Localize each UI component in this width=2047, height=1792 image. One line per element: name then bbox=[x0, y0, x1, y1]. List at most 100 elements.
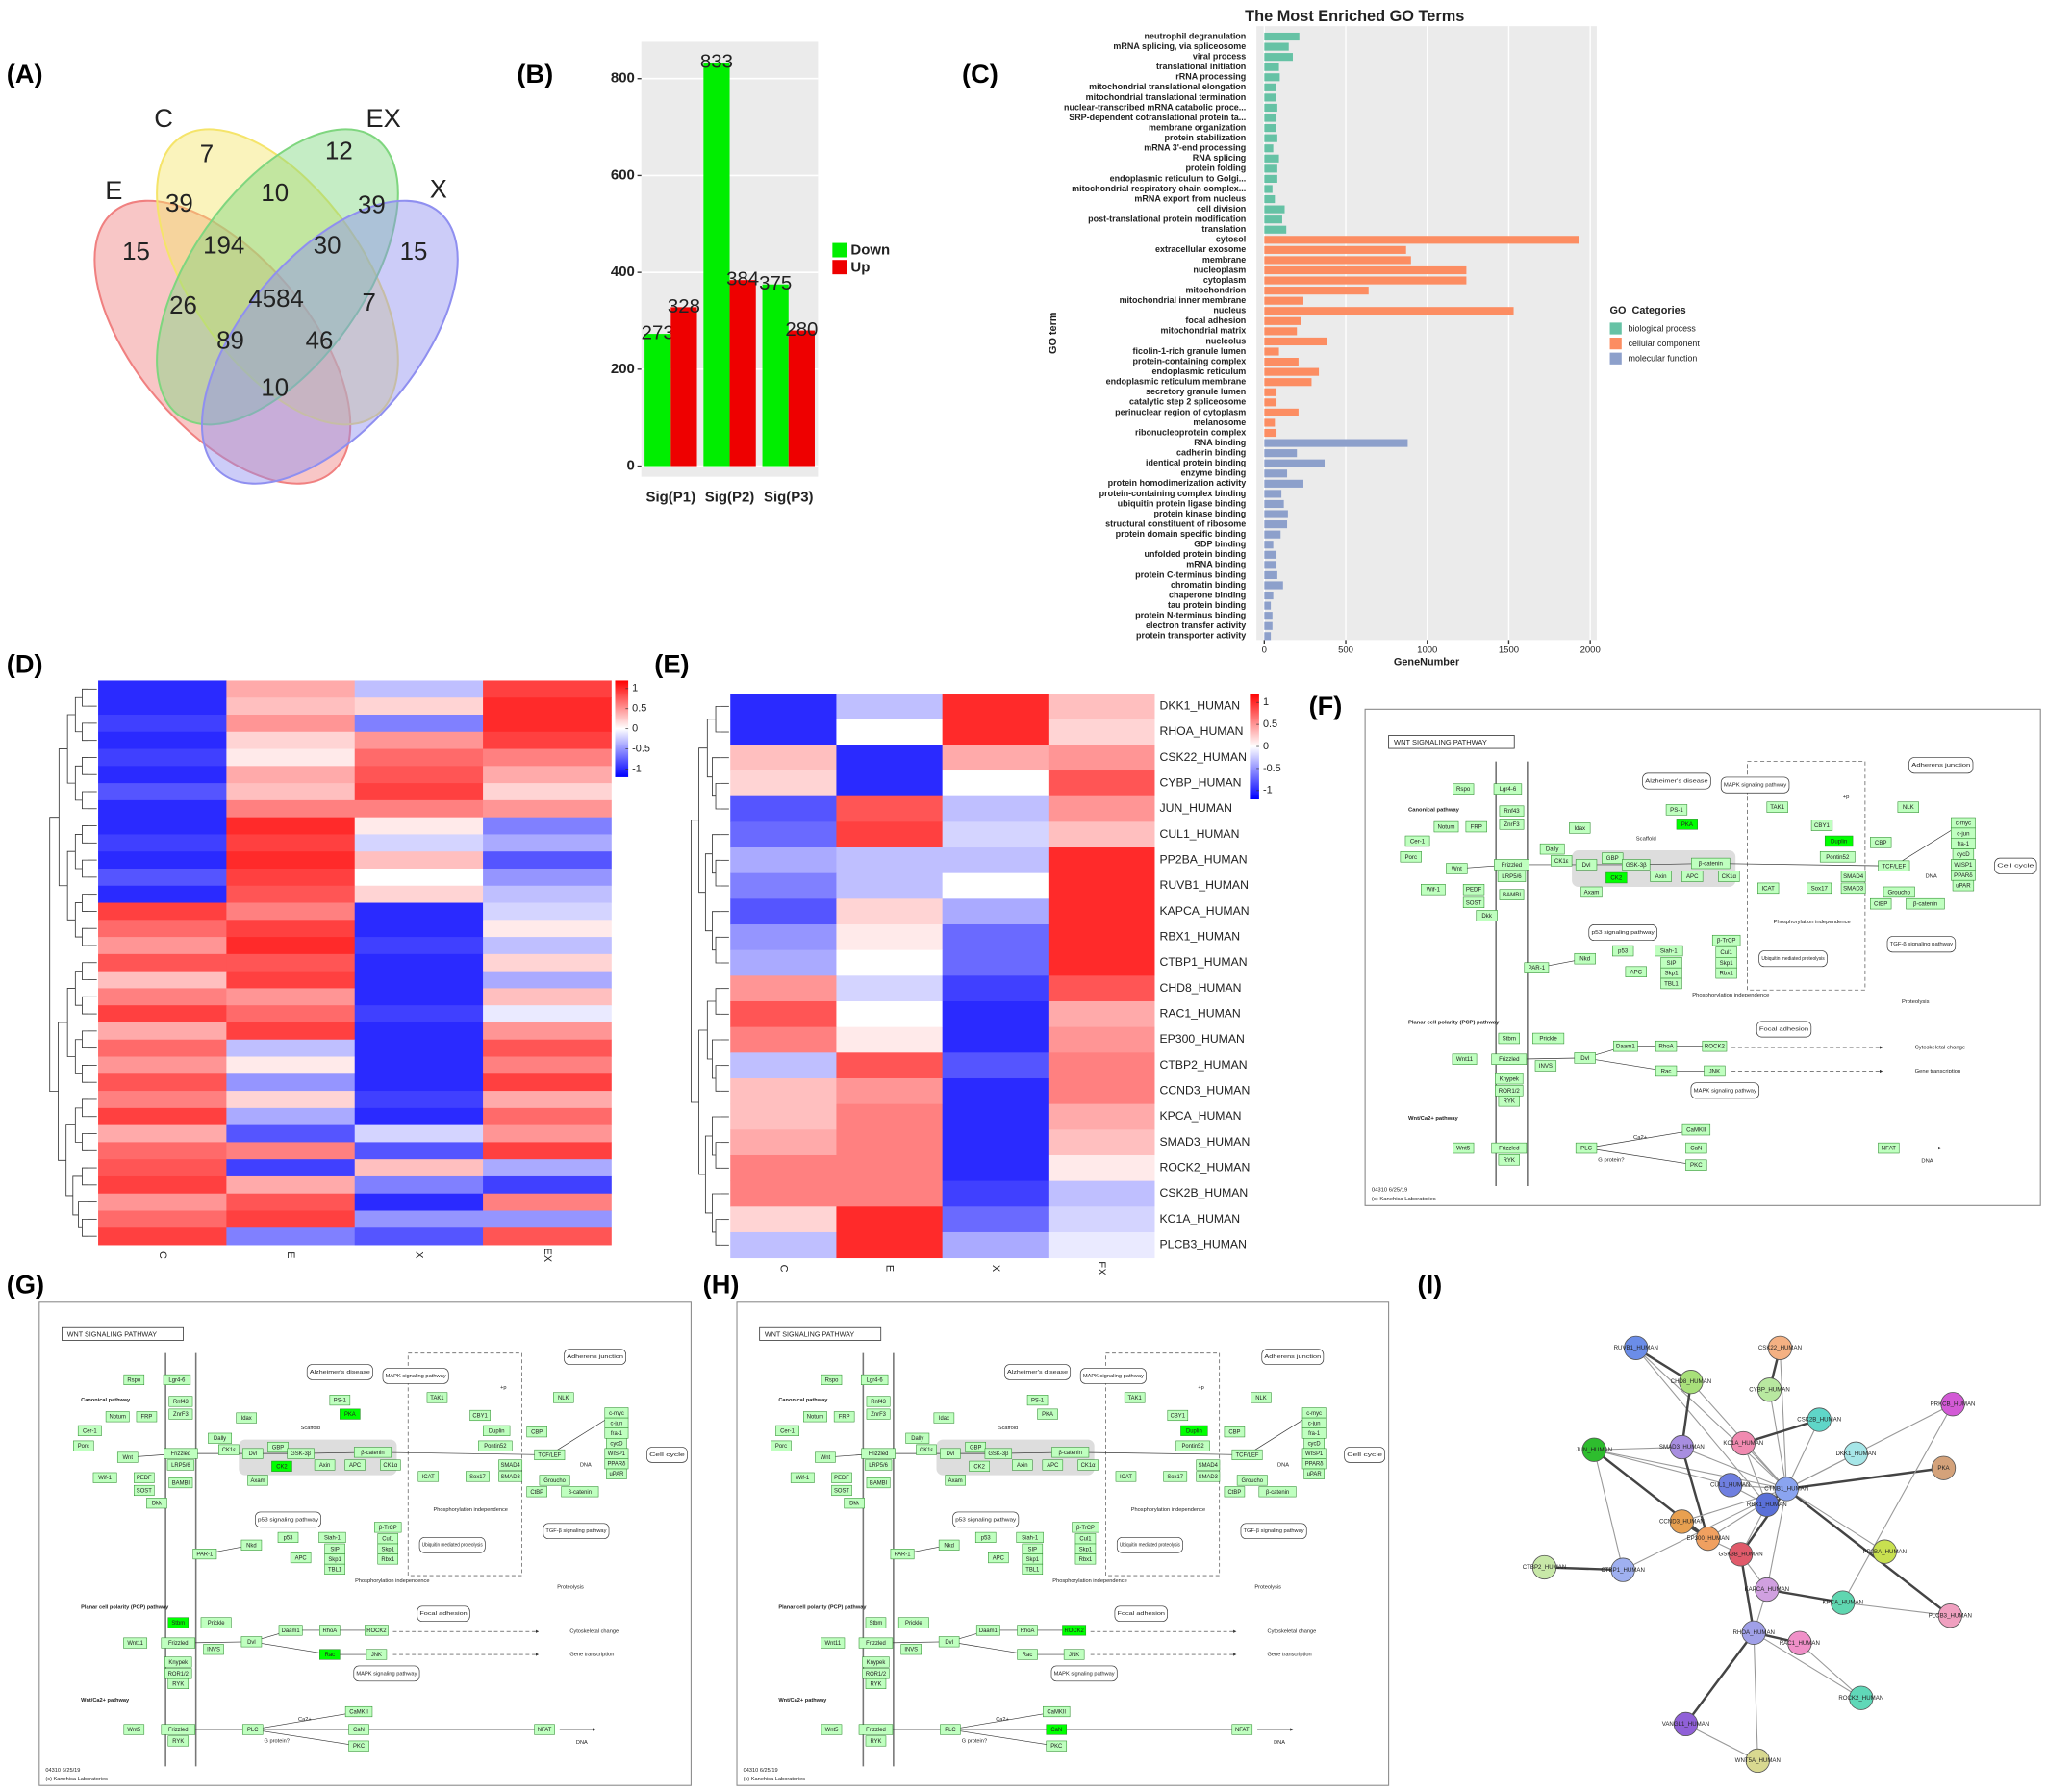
heat-cell bbox=[354, 697, 484, 716]
pathway-link-label: MAPK signaling pathway bbox=[386, 1374, 446, 1379]
heat-cell bbox=[1048, 924, 1155, 951]
gene-box bbox=[469, 1409, 491, 1422]
y-tick-label: protein C-terminus binding bbox=[1135, 569, 1246, 579]
pathway-note: Gene transcription bbox=[1915, 1069, 1961, 1074]
gene-box bbox=[865, 1678, 887, 1689]
heat-cell bbox=[836, 898, 944, 925]
gene-label: TBL1 bbox=[328, 1567, 341, 1573]
colorbar bbox=[1250, 694, 1259, 800]
y-tick-label: mitochondrial translational termination bbox=[1086, 92, 1247, 102]
y-tick-label: protein stabilization bbox=[1165, 133, 1247, 142]
x-tick-label: 0 bbox=[1262, 645, 1267, 656]
gene-label: Siah-1 bbox=[1022, 1535, 1038, 1541]
pathway-link bbox=[646, 1447, 688, 1463]
gene-label: ROR1/2 bbox=[866, 1672, 886, 1678]
y-tick-label: perinuclear region of cytoplasm bbox=[1115, 407, 1246, 416]
heat-cell bbox=[226, 715, 356, 733]
gene-box bbox=[1718, 871, 1740, 882]
network-node bbox=[1767, 1335, 1793, 1360]
heat-cell bbox=[354, 902, 484, 921]
y-tick-label: nucleolus bbox=[1205, 336, 1246, 345]
y-tick-label: endoplasmic reticulum to Golgi... bbox=[1110, 173, 1247, 183]
dendrogram bbox=[82, 1218, 88, 1237]
gene-box bbox=[606, 1468, 627, 1479]
gene-label: Skp1 bbox=[328, 1557, 341, 1563]
heat-cell bbox=[98, 937, 227, 955]
y-tick-label: neutrophil degranulation bbox=[1145, 31, 1247, 40]
gene-box bbox=[168, 1477, 193, 1489]
gene-label: NFAT bbox=[1882, 1146, 1896, 1152]
gene-label: RYK bbox=[172, 1739, 184, 1745]
bar bbox=[1264, 530, 1281, 539]
gene-label: RYK bbox=[1504, 1098, 1515, 1105]
gene-label: WISP1 bbox=[608, 1451, 625, 1457]
gene-box bbox=[92, 1472, 117, 1483]
gene-label: CBP bbox=[1228, 1430, 1240, 1436]
heat-cell bbox=[942, 1026, 1049, 1053]
gene-box bbox=[1046, 1724, 1068, 1735]
heat-cell bbox=[354, 988, 484, 1006]
dendrogram bbox=[715, 705, 721, 733]
gene-label: Wif-1 bbox=[98, 1476, 112, 1481]
gene-box bbox=[498, 1459, 523, 1471]
heat-cell bbox=[942, 821, 1049, 848]
gene-label: Prickle bbox=[1539, 1036, 1557, 1043]
heat-cell bbox=[354, 1193, 484, 1211]
gene-label: Wnt bbox=[1452, 866, 1462, 872]
network-edge bbox=[1681, 1447, 1709, 1539]
panel-label: (D) bbox=[7, 649, 43, 679]
heat-cell bbox=[354, 1159, 484, 1177]
heat-cell bbox=[483, 748, 612, 767]
pathway-note: Planar cell polarity (PCP) pathway bbox=[81, 1605, 169, 1611]
y-tick-label: cell division bbox=[1197, 204, 1246, 214]
pathway-link-label: MAPK signaling pathway bbox=[1054, 1671, 1115, 1677]
gene-label: JNK bbox=[1069, 1653, 1079, 1658]
gene-label: ZnrF3 bbox=[871, 1412, 886, 1418]
gene-label: CaN bbox=[1050, 1728, 1062, 1733]
gene-box bbox=[938, 1539, 960, 1551]
pathway-note: Wnt/Ca2+ pathway bbox=[1408, 1116, 1458, 1122]
bar bbox=[1264, 73, 1280, 82]
gene-box bbox=[1251, 1392, 1272, 1403]
network-label: PRKCB_HUMAN bbox=[1931, 1401, 1976, 1407]
heat-cell bbox=[1048, 1180, 1155, 1207]
bar bbox=[1264, 215, 1282, 224]
bar bbox=[1264, 124, 1276, 133]
heat-cell bbox=[354, 1005, 484, 1023]
gene-label: Skp1 bbox=[1665, 971, 1680, 977]
network-label: JUN_HUMAN bbox=[1576, 1447, 1612, 1453]
gene-label: ICAT bbox=[422, 1475, 435, 1480]
row-label: KAPCA_HUMAN bbox=[1160, 904, 1250, 918]
gene-box bbox=[539, 1475, 570, 1486]
dendrogram bbox=[72, 1175, 83, 1216]
pathway-edge bbox=[252, 1710, 360, 1730]
heat-cell bbox=[942, 1129, 1049, 1156]
bar bbox=[1264, 245, 1406, 254]
gene-label: Wif-1 bbox=[796, 1476, 809, 1481]
heat-cell bbox=[836, 795, 944, 822]
network-edge bbox=[1753, 1632, 1758, 1761]
gene-label: Prickle bbox=[208, 1621, 225, 1627]
pathway-link bbox=[1758, 950, 1828, 968]
row-label: JUN_HUMAN bbox=[1160, 801, 1232, 815]
gene-label: SMAD3 bbox=[500, 1475, 520, 1480]
pathway-note: 04310 6/25/19 bbox=[744, 1768, 778, 1774]
heat-cell bbox=[354, 885, 484, 903]
gene-box bbox=[1042, 1459, 1064, 1471]
gene-label: Rbx1 bbox=[1720, 971, 1734, 977]
bar bbox=[1264, 621, 1273, 630]
gene-box bbox=[1224, 1426, 1246, 1438]
gene-label: Frizzled bbox=[171, 1451, 191, 1457]
colorbar-label: -1 bbox=[632, 763, 642, 774]
heat-cell bbox=[354, 868, 484, 887]
pathway-link-label: Alzheimer's disease bbox=[1007, 1370, 1068, 1376]
gene-label: CK2 bbox=[973, 1464, 984, 1470]
gene-box bbox=[1452, 1053, 1478, 1065]
pathway-link bbox=[1642, 772, 1711, 790]
gene-box bbox=[1622, 859, 1651, 871]
gene-label: Axin bbox=[1655, 873, 1667, 880]
x-tick-label: 2000 bbox=[1580, 645, 1601, 656]
heat-cell bbox=[226, 1022, 356, 1041]
gene-box bbox=[988, 1552, 1009, 1564]
